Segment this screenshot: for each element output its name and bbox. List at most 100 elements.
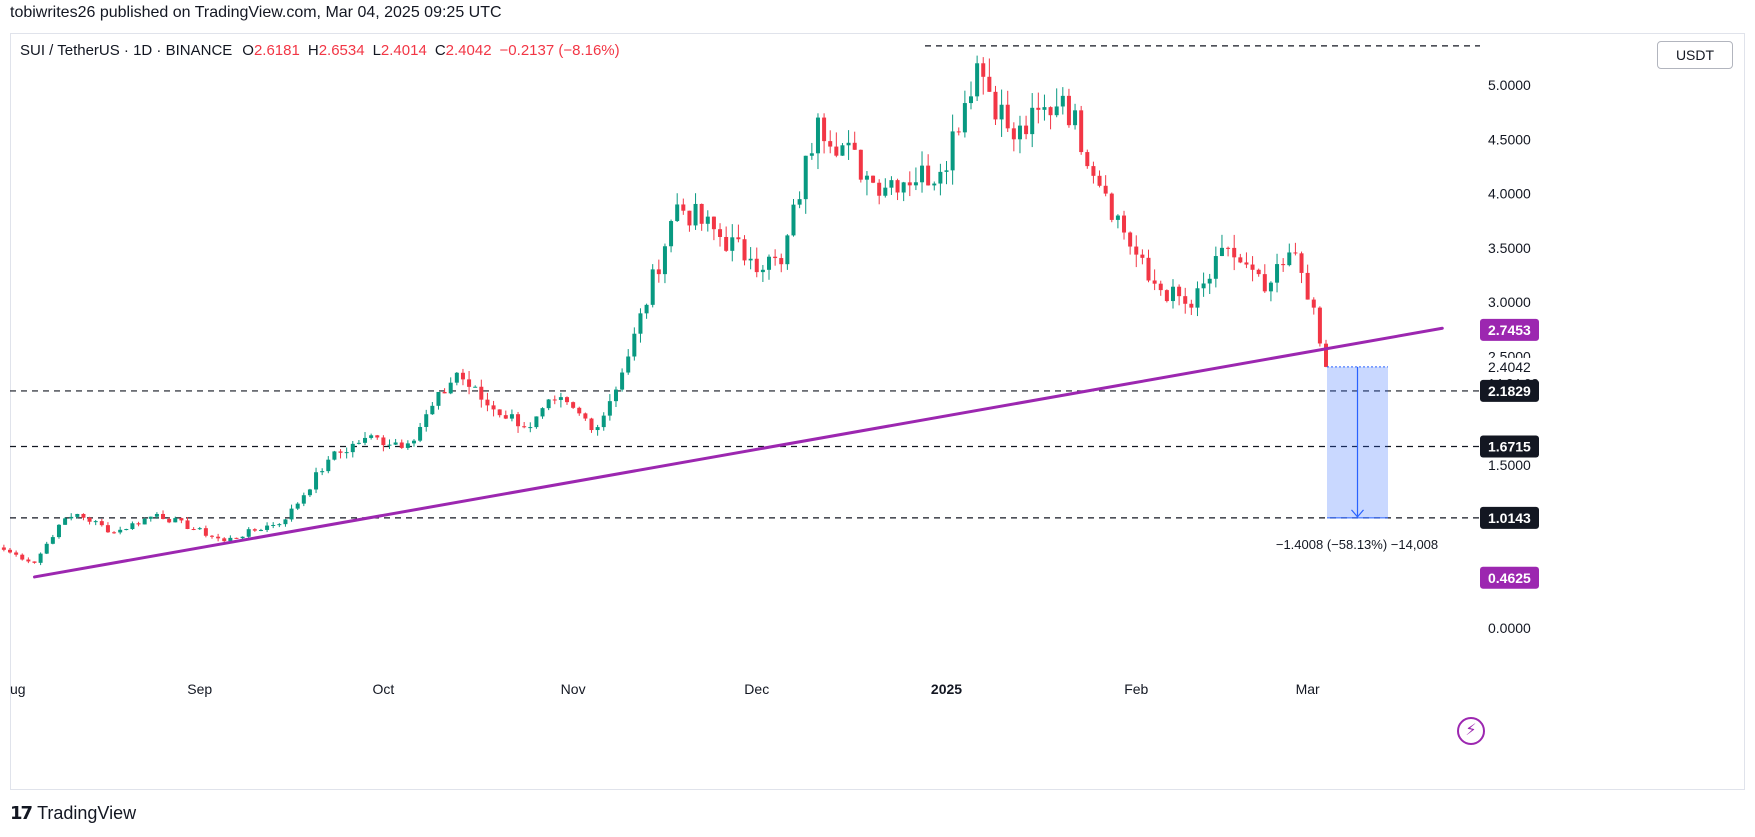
time-tick-label: 2025	[931, 681, 962, 697]
candle-body	[571, 402, 576, 408]
candle	[363, 432, 368, 446]
candle	[522, 422, 527, 429]
candle	[191, 527, 196, 531]
candle	[644, 303, 649, 319]
candle-body	[797, 199, 802, 205]
lightning-bolt-icon[interactable]: ⚡	[1457, 717, 1485, 745]
candle-body	[552, 399, 557, 401]
candle-body	[56, 524, 61, 538]
candle-body	[1177, 286, 1182, 297]
time-tick-label: Oct	[372, 681, 394, 697]
candle	[871, 175, 876, 184]
legend-high: 2.6534	[318, 42, 365, 59]
candle	[1, 544, 6, 552]
candle-body	[613, 389, 618, 402]
candle	[344, 447, 349, 459]
currency-unit-button[interactable]: USDT	[1657, 41, 1733, 69]
candle-body	[540, 408, 545, 417]
candle	[81, 513, 86, 521]
candle	[1054, 88, 1059, 118]
price-badge-bg	[1480, 566, 1539, 589]
candle	[277, 523, 282, 528]
candle	[271, 522, 276, 529]
candle	[675, 193, 680, 222]
legend-symbol[interactable]: SUI / TetherUS · 1D · BINANCE	[20, 42, 233, 59]
candle-body	[448, 382, 453, 394]
candle	[38, 552, 43, 566]
candle	[724, 226, 729, 252]
candle-body	[748, 258, 753, 261]
candle-body	[620, 372, 625, 390]
symbol-legend: SUI / TetherUS · 1D · BINANCE O2.6181 H2.6…	[20, 42, 628, 59]
candle	[901, 181, 906, 202]
candle-body	[154, 513, 159, 517]
candle-body	[320, 471, 325, 473]
candle-body	[1079, 110, 1084, 153]
candle-body	[228, 537, 233, 542]
candle	[626, 349, 631, 375]
candle-body	[858, 149, 863, 180]
candle-body	[1109, 193, 1114, 220]
price-label-badge: 1.6715	[1480, 435, 1539, 458]
candle	[75, 513, 80, 519]
candle	[1024, 115, 1029, 140]
candle	[112, 531, 117, 534]
candle	[369, 433, 374, 440]
candle	[1189, 299, 1194, 316]
candle-body	[509, 414, 514, 419]
candle	[662, 243, 667, 284]
candle	[852, 131, 857, 150]
candle-body	[430, 405, 435, 415]
candle-body	[307, 489, 312, 496]
chart-pane[interactable]	[10, 33, 1745, 790]
candle-body	[711, 216, 716, 230]
candle	[485, 392, 490, 412]
candle-body	[516, 414, 521, 427]
candle-body	[1066, 95, 1071, 126]
candle-body	[63, 518, 68, 525]
candle-body	[271, 524, 276, 526]
candle	[216, 533, 221, 542]
candle-body	[105, 525, 110, 533]
candle	[1005, 90, 1010, 132]
candle	[56, 524, 61, 539]
candle-body	[350, 443, 355, 453]
legend-change: −0.2137 (−8.16%)	[499, 42, 620, 59]
candle-body	[375, 435, 380, 438]
candle	[1213, 246, 1218, 288]
candle	[32, 561, 37, 564]
candle	[1219, 234, 1224, 257]
candle	[265, 522, 270, 533]
legend-low-label: L	[372, 42, 381, 59]
candle-body	[534, 416, 539, 428]
candle	[320, 468, 325, 476]
legend-open-label: O	[242, 42, 254, 59]
candle-body	[497, 409, 502, 416]
candle-body	[393, 442, 398, 445]
candle	[393, 438, 398, 446]
candle	[1244, 252, 1249, 269]
candle	[411, 439, 416, 447]
candle	[14, 550, 19, 557]
candle	[8, 548, 12, 554]
candle	[828, 130, 833, 154]
tradingview-footer[interactable]: 17 TradingView	[10, 803, 136, 824]
candle	[981, 57, 986, 95]
candle-body	[809, 153, 814, 156]
legend-low: 2.4014	[380, 42, 427, 59]
publisher-header: tobiwrites26 published on TradingView.co…	[10, 4, 502, 21]
price-scale: 0.00001.50002.50003.00003.50004.00004.50…	[1480, 77, 1553, 636]
candle	[883, 178, 888, 198]
price-badge-text: 2.7453	[1488, 322, 1531, 338]
candle	[467, 371, 472, 395]
candle	[809, 142, 814, 160]
candle	[546, 399, 551, 411]
candle-body	[1256, 269, 1261, 275]
candle-body	[650, 269, 655, 305]
candle-body	[1293, 252, 1298, 254]
candle-body	[1213, 256, 1218, 279]
candle-body	[920, 165, 925, 183]
candle-body	[405, 443, 410, 448]
candle-body	[1, 547, 6, 550]
